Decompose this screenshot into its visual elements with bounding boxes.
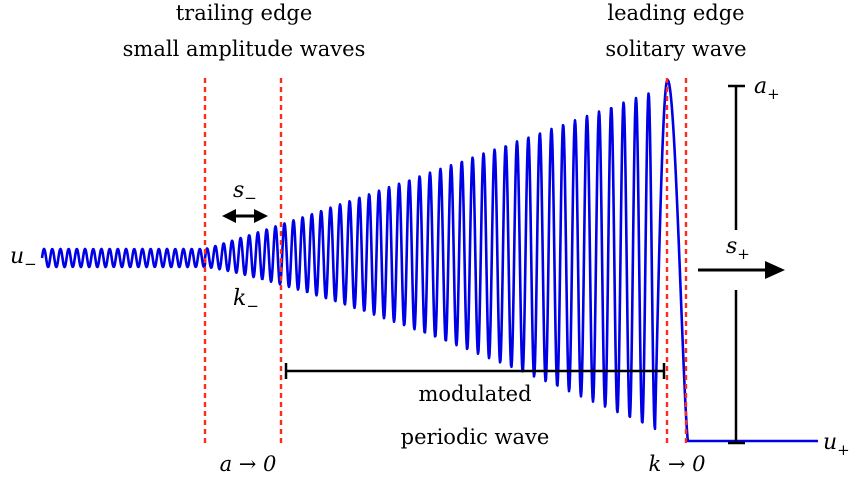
- s-plus-symbol: s+: [726, 234, 750, 263]
- wave-curve: [40, 78, 818, 443]
- solitary-wave-label: solitary wave: [605, 37, 746, 61]
- edge-markers: [203, 78, 688, 446]
- modulated-region-bracket: [284, 363, 666, 379]
- small-amplitude-waves-label: small amplitude waves: [123, 37, 366, 61]
- u-minus-symbol: u−: [10, 244, 37, 273]
- modulated-label: modulated: [418, 382, 531, 406]
- s-plus-arrow: [698, 261, 785, 279]
- periodic-wave-label: periodic wave: [401, 425, 550, 449]
- k-minus-symbol: k−: [233, 286, 259, 315]
- a-to-zero-label: a → 0: [220, 452, 277, 476]
- a-plus-amplitude-bar: [728, 84, 745, 445]
- s-minus-symbol: s−: [233, 178, 257, 207]
- a-plus-symbol: a+: [754, 74, 780, 103]
- k-to-zero-label: k → 0: [648, 452, 705, 476]
- u-plus-symbol: u+: [823, 430, 850, 459]
- s-minus-arrow: [222, 209, 268, 223]
- leading-edge-label: leading edge: [607, 1, 744, 25]
- trailing-edge-label: trailing edge: [176, 1, 313, 25]
